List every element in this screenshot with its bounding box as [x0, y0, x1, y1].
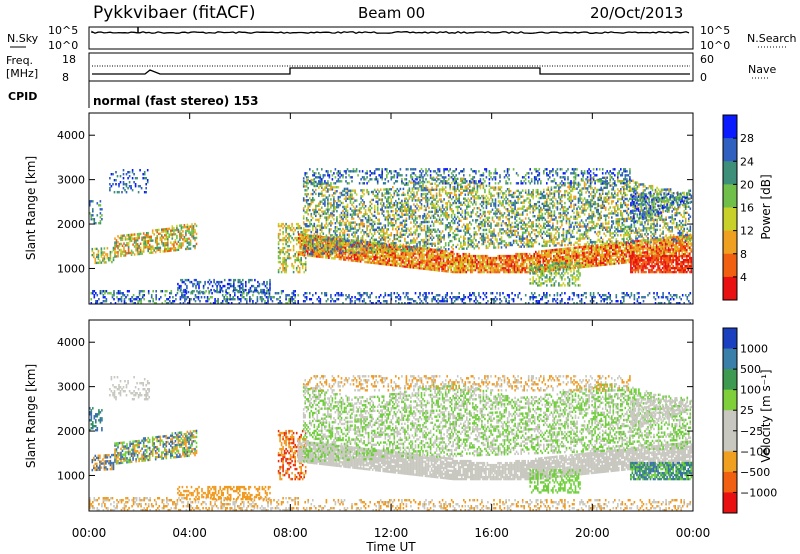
power-colorbar-tick: 28: [740, 132, 754, 145]
velocity-colorbar-tick: 100: [740, 384, 761, 397]
cpid-label: CPID: [8, 90, 37, 103]
power-colorbar-band: [723, 253, 737, 278]
velocity-xtick-6: 00:00: [676, 526, 711, 540]
velocity-ytick-3000: 3000: [57, 381, 85, 394]
velocity-colorbar-tick: 25: [740, 404, 754, 417]
power-colorbar-tick: 24: [740, 155, 754, 168]
power-colorbar-tick: 12: [740, 225, 754, 238]
power-colorbar-band: [723, 161, 737, 185]
velocity-xlabel: Time UT: [365, 540, 416, 554]
velocity-scatter: [89, 375, 693, 512]
nave-tick-low: 0: [700, 71, 707, 84]
velocity-ylabel: Slant Range [km]: [24, 364, 38, 468]
beam-label: Beam 00: [358, 4, 425, 22]
velocity-colorbar-band: [723, 471, 737, 493]
power-ytick-3000: 3000: [57, 174, 85, 187]
velocity-colorbar-band: [723, 389, 737, 411]
power-colorbar: 4 8 12 16 20 24 28: [722, 114, 754, 301]
nsky-label: N.Sky: [7, 32, 39, 45]
power-colorbar-band: [723, 115, 737, 139]
velocity-colorbar-tick: −25: [740, 425, 763, 438]
power-colorbar-tick: 8: [740, 248, 747, 261]
freq-frame: [88, 52, 694, 82]
velocity-xtick-0: 00:00: [72, 526, 107, 540]
velocity-colorbar-label: Velocity [m s⁻¹]: [759, 369, 773, 462]
cpid-value: normal (fast stereo) 153: [93, 94, 259, 108]
nave-tick-high: 60: [700, 53, 714, 66]
nsky-panel: N.Sky 10^5 10^0 10^5 10^0 N.Search: [7, 24, 797, 52]
power-colorbar-label: Power [dB]: [759, 174, 773, 239]
power-colorbar-tick: 4: [740, 271, 747, 284]
power-colorbar-tick: 16: [740, 202, 754, 215]
power-ytick-1000: 1000: [57, 262, 85, 275]
velocity-colorbar-band: [723, 328, 737, 350]
velocity-ytick-1000: 1000: [57, 469, 85, 482]
freq-label: Freq.: [6, 54, 33, 67]
freq-series: [92, 67, 690, 75]
velocity-colorbar-band: [723, 369, 737, 391]
velocity-colorbar-tick: 1000: [740, 343, 768, 356]
velocity-xtick-5: 20:00: [575, 526, 610, 540]
power-colorbar-band: [723, 184, 737, 208]
velocity-colorbar-band: [723, 451, 737, 473]
nsearch-tick-low: 10^0: [700, 39, 730, 52]
power-colorbar-band: [723, 276, 737, 301]
velocity-xtick-4: 16:00: [474, 526, 509, 540]
freq-tick-high: 18: [62, 53, 76, 66]
velocity-colorbar-tick: −100: [740, 445, 770, 458]
date-label: 20/Oct/2013: [590, 4, 683, 22]
velocity-panel: 1000 2000 3000 4000 00:00 04:00 08:00 12:00 16:…: [24, 113, 777, 554]
power-colorbar-band: [723, 230, 737, 255]
cpid-panel: CPID normal (fast stereo) 153: [8, 81, 259, 108]
velocity-xtick-2: 08:00: [273, 526, 308, 540]
velocity-colorbar-band: [723, 492, 737, 514]
nsky-series: [91, 30, 690, 35]
nave-label: Nave: [748, 63, 776, 76]
velocity-ytick-2000: 2000: [57, 425, 85, 438]
nsky-frame: [88, 26, 694, 50]
power-panel: 1000 2000 3000 4000 Slant Range [km] 4 8 12 16…: [24, 112, 773, 305]
power-ytick-2000: 2000: [57, 218, 85, 231]
power-colorbar-tick: 20: [740, 178, 754, 191]
velocity-colorbar-band: [723, 430, 737, 452]
power-scatter: [89, 168, 693, 305]
velocity-colorbar-tick: 500: [740, 363, 761, 376]
plot-title: Pykkvibaer (fitACF): [93, 3, 255, 23]
freq-unit: [MHz]: [6, 67, 38, 80]
velocity-colorbar: 1000 500 100 25 −25 −100 −500 −1000: [722, 327, 777, 514]
nsky-tick-low: 10^0: [48, 39, 78, 52]
velocity-colorbar-band: [723, 410, 737, 432]
velocity-ytick-4000: 4000: [57, 336, 85, 349]
nsearch-tick-high: 10^5: [700, 24, 730, 37]
power-colorbar-band: [723, 207, 737, 232]
velocity-colorbar-tick: −500: [740, 466, 770, 479]
velocity-colorbar-band: [723, 348, 737, 370]
power-ylabel: Slant Range [km]: [24, 156, 38, 260]
freq-panel: Freq. [MHz] 18 8 60 0 Nave: [6, 52, 776, 84]
nsky-tick-high: 10^5: [48, 24, 78, 37]
velocity-xtick-1: 04:00: [172, 526, 207, 540]
freq-tick-low: 8: [62, 71, 69, 84]
power-ytick-4000: 4000: [57, 129, 85, 142]
power-colorbar-band: [723, 138, 737, 162]
velocity-colorbar-tick: −1000: [740, 486, 777, 499]
nsearch-label: N.Search: [747, 32, 797, 45]
velocity-xtick-3: 12:00: [374, 526, 409, 540]
